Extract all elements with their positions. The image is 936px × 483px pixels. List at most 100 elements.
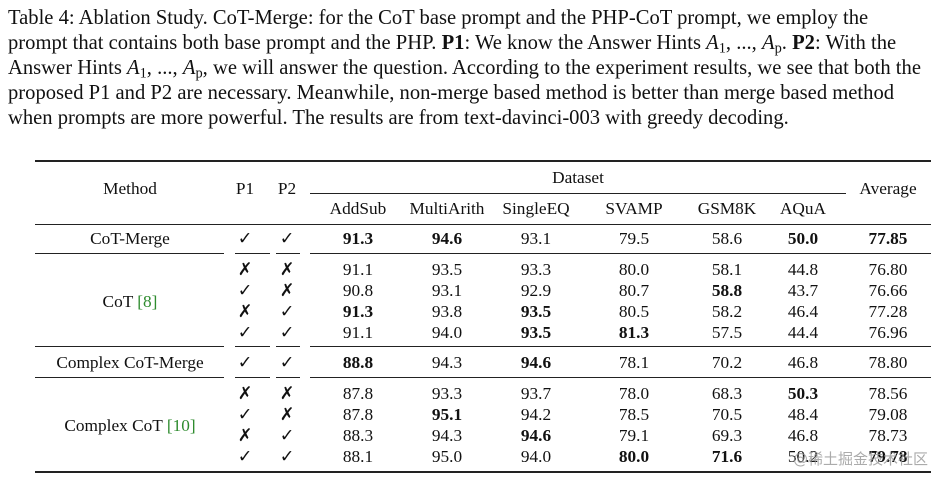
table-cell: 93.1 bbox=[431, 281, 463, 300]
table-cell: 93.5 bbox=[520, 323, 552, 342]
average-cell: 78.56 bbox=[868, 384, 908, 403]
math-ap-second: Ap bbox=[182, 57, 203, 82]
table-cell: 94.6 bbox=[431, 229, 463, 248]
average-cell: 76.66 bbox=[868, 281, 908, 300]
table-cell: 58.1 bbox=[711, 260, 743, 279]
math-ap: Ap bbox=[761, 32, 782, 57]
caption-p2-text: : With the Answer Hints bbox=[8, 32, 897, 79]
top-rule bbox=[35, 160, 931, 162]
table-cell: 58.8 bbox=[711, 281, 743, 300]
table-cell: 94.0 bbox=[520, 447, 552, 466]
header-rule bbox=[35, 224, 931, 225]
header-average: Average bbox=[859, 179, 917, 198]
group-separator-rule bbox=[235, 377, 270, 378]
header-method: Method bbox=[103, 179, 157, 198]
table-cell: 80.0 bbox=[618, 260, 650, 279]
table-cell: 79.1 bbox=[618, 426, 650, 445]
method-name: CoT-Merge bbox=[90, 229, 170, 248]
table-cell: 93.3 bbox=[431, 384, 463, 403]
method-name: Complex CoT [10] bbox=[64, 415, 196, 435]
table-cell: 94.6 bbox=[520, 426, 552, 445]
table-cell: 46.8 bbox=[787, 426, 819, 445]
group-separator-rule bbox=[35, 377, 224, 378]
group-separator-rule bbox=[310, 377, 931, 378]
check-icon: ✓ bbox=[237, 447, 253, 466]
table-cell: 43.7 bbox=[787, 281, 819, 300]
average-cell: 78.80 bbox=[868, 353, 908, 372]
table-cell: 94.3 bbox=[431, 426, 463, 445]
watermark: @稀土掘金技术社区 bbox=[792, 450, 928, 468]
header-p2: P2 bbox=[277, 179, 297, 198]
group-separator-rule bbox=[276, 377, 300, 378]
check-icon: ✓ bbox=[279, 302, 295, 321]
table-cell: 69.3 bbox=[711, 426, 743, 445]
check-icon: ✓ bbox=[279, 229, 295, 248]
math-a1: A1 bbox=[706, 32, 726, 57]
table-cell: 93.5 bbox=[431, 260, 463, 279]
table-cell: 94.2 bbox=[520, 405, 552, 424]
group-separator-rule bbox=[35, 253, 224, 254]
header-dataset-addsub: AddSub bbox=[329, 199, 387, 218]
table-cell: 91.1 bbox=[342, 323, 374, 342]
check-icon: ✓ bbox=[237, 229, 253, 248]
citation-link[interactable]: [10] bbox=[166, 415, 196, 435]
caption-p1-text: : We know the Answer Hints bbox=[464, 32, 701, 54]
cross-icon: ✗ bbox=[279, 260, 295, 279]
cross-icon: ✗ bbox=[279, 384, 295, 403]
average-cell: 76.96 bbox=[868, 323, 908, 342]
table-cell: 87.8 bbox=[342, 384, 374, 403]
table-cell: 78.0 bbox=[618, 384, 650, 403]
table-cell: 94.0 bbox=[431, 323, 463, 342]
header-dataset-gsm8k: GSM8K bbox=[697, 199, 757, 218]
caption-p1-label: P1 bbox=[441, 32, 465, 54]
math-dots: , ..., bbox=[725, 32, 762, 54]
table-cell: 70.2 bbox=[711, 353, 743, 372]
table-cell: 57.5 bbox=[711, 323, 743, 342]
group-separator-rule bbox=[310, 346, 931, 347]
average-cell: 77.28 bbox=[868, 302, 908, 321]
group-separator-rule bbox=[235, 346, 270, 347]
caption-p2-rest: we will answer the question. According t… bbox=[8, 57, 921, 129]
group-separator-rule bbox=[235, 253, 270, 254]
cross-icon: ✗ bbox=[237, 384, 253, 403]
table-cell: 92.9 bbox=[520, 281, 552, 300]
table-cell: 93.7 bbox=[520, 384, 552, 403]
table-cell: 95.1 bbox=[431, 405, 463, 424]
cross-icon: ✗ bbox=[279, 405, 295, 424]
table-cell: 71.6 bbox=[711, 447, 743, 466]
table-cell: 94.6 bbox=[520, 353, 552, 372]
bottom-rule bbox=[35, 471, 931, 473]
group-separator-rule bbox=[310, 253, 931, 254]
cross-icon: ✗ bbox=[237, 260, 253, 279]
average-cell: 77.85 bbox=[868, 229, 908, 248]
caption-comma: , bbox=[202, 57, 208, 79]
table-cell: 93.3 bbox=[520, 260, 552, 279]
check-icon: ✓ bbox=[237, 405, 253, 424]
table-cell: 50.3 bbox=[787, 384, 819, 403]
average-cell: 76.80 bbox=[868, 260, 908, 279]
average-cell: 79.78 bbox=[868, 447, 908, 466]
group-separator-rule bbox=[35, 346, 224, 347]
table-cell: 95.0 bbox=[431, 447, 463, 466]
cross-icon: ✗ bbox=[279, 281, 295, 300]
table-cell: 90.8 bbox=[342, 281, 374, 300]
average-cell: 79.08 bbox=[868, 405, 908, 424]
method-name: CoT [8] bbox=[102, 291, 158, 311]
table-cell: 88.1 bbox=[342, 447, 374, 466]
table-cell: 78.1 bbox=[618, 353, 650, 372]
table-cell: 50.0 bbox=[787, 229, 819, 248]
table-cell: 91.3 bbox=[342, 302, 374, 321]
caption-p2-label: P2 bbox=[792, 32, 815, 54]
table-cell: 68.3 bbox=[711, 384, 743, 403]
table-cell: 81.3 bbox=[618, 323, 650, 342]
citation-link[interactable]: [8] bbox=[137, 291, 158, 311]
table-cell: 79.5 bbox=[618, 229, 650, 248]
math-a1-second: A1 bbox=[127, 57, 147, 82]
table-cell: 88.8 bbox=[342, 353, 374, 372]
table-cell: 93.1 bbox=[520, 229, 552, 248]
caption-period: . bbox=[781, 32, 787, 54]
average-cell: 78.73 bbox=[868, 426, 908, 445]
table-cell: 70.5 bbox=[711, 405, 743, 424]
table-cell: 94.3 bbox=[431, 353, 463, 372]
caption-label: Table 4: Ablation Study. CoT-Merge: for … bbox=[8, 7, 869, 54]
